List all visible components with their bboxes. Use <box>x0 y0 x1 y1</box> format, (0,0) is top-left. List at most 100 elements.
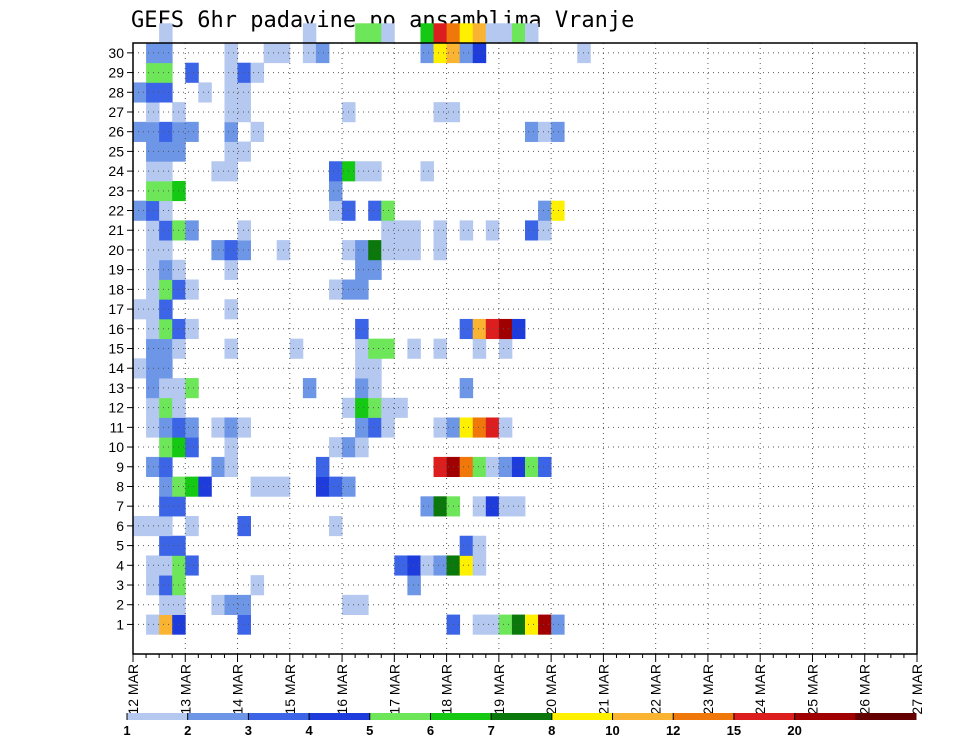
heatmap-cell <box>355 594 369 615</box>
heatmap-cell <box>355 437 369 458</box>
heatmap-cell <box>459 318 474 340</box>
heatmap-cell <box>381 23 395 44</box>
heatmap-cell <box>159 279 173 300</box>
heatmap-cell <box>538 456 552 478</box>
heatmap-cell <box>146 220 160 241</box>
heatmap-cell <box>329 180 343 202</box>
colorbar-segment <box>733 713 796 720</box>
heatmap-cell <box>224 299 238 320</box>
heatmap-cell <box>459 23 474 44</box>
colorbar-label: 20 <box>787 723 801 738</box>
heatmap-cell <box>472 535 487 556</box>
heatmap-cell <box>498 338 513 359</box>
heatmap-cell <box>459 417 474 438</box>
y-tick-label: 7 <box>116 498 124 514</box>
heatmap-cell <box>498 23 513 44</box>
heatmap-cell <box>159 535 173 556</box>
heatmap-cell <box>133 200 147 221</box>
heatmap-cell <box>146 141 160 162</box>
heatmap-cell <box>146 259 160 280</box>
heatmap-cell <box>433 23 447 44</box>
heatmap-cell <box>224 62 238 83</box>
heatmap-cell <box>485 456 500 478</box>
colorbar: 1 2 3 4 5 6 7 8 10 12 15 20 <box>123 713 917 738</box>
heatmap-cell <box>394 220 408 241</box>
heatmap-cell <box>368 23 382 44</box>
heatmap-cell <box>224 594 238 615</box>
x-axis: 12 MAR 13 MAR 14 MAR 15 MAR 16 MAR 17 MAR 18 M… <box>125 654 925 715</box>
colorbar-segment <box>794 713 856 720</box>
heatmap-cell <box>472 614 487 635</box>
heatmap-cell <box>159 437 173 458</box>
heatmap-cell <box>329 437 343 458</box>
colorbar-segment <box>491 713 553 720</box>
heatmap-cell <box>472 43 487 64</box>
heatmap-cell <box>472 318 487 340</box>
heatmap-cell <box>146 180 160 202</box>
colorbar-label: 4 <box>305 723 313 738</box>
heatmap-cell <box>525 220 539 241</box>
heatmap-cell <box>368 338 382 359</box>
heatmap-cell <box>459 378 474 399</box>
heatmap-cell <box>446 23 461 44</box>
x-tick-label: 12 MAR <box>125 664 141 715</box>
heatmap-cell <box>368 200 382 221</box>
heatmap-cell <box>146 338 160 359</box>
heatmap-cell <box>159 575 173 596</box>
heatmap-cell <box>329 161 343 182</box>
heatmap-cell <box>368 240 382 261</box>
x-tick-label: 19 MAR <box>491 664 507 715</box>
heatmap-cell <box>355 161 369 182</box>
heatmap-cell <box>159 161 173 182</box>
colorbar-segment <box>430 713 492 720</box>
heatmap-cell <box>224 240 238 261</box>
heatmap-cell <box>355 378 369 399</box>
y-tick-label: 22 <box>108 203 124 219</box>
heatmap-cell <box>407 555 421 576</box>
heatmap-cell <box>198 476 212 497</box>
colorbar-segment <box>309 713 371 720</box>
heatmap-cell <box>224 456 238 478</box>
heatmap-cell <box>159 594 173 615</box>
heatmap-cell <box>159 82 173 103</box>
heatmap-cell <box>237 594 251 615</box>
heatmap-cell <box>146 456 160 478</box>
colorbar-segment <box>127 713 189 720</box>
heatmap-cell <box>538 200 552 221</box>
heatmap-cell <box>368 417 382 438</box>
heatmap-cell <box>485 417 500 438</box>
heatmap-cell <box>551 614 565 635</box>
y-tick-label: 21 <box>108 222 124 238</box>
heatmap-cell <box>315 43 330 64</box>
heatmap-cell <box>368 259 382 280</box>
y-tick-label: 25 <box>108 143 124 159</box>
heatmap-cell <box>433 555 447 576</box>
heatmap-cell <box>159 180 173 202</box>
y-tick-label: 16 <box>108 321 124 337</box>
heatmap-cell <box>355 338 369 359</box>
heatmap-cell <box>185 555 199 576</box>
heatmap-cell <box>159 23 173 44</box>
heatmap-cell <box>433 43 447 64</box>
heatmap-cell <box>237 516 251 537</box>
heatmap-cell <box>224 141 238 162</box>
heatmap-cell <box>525 121 539 142</box>
heatmap-cell <box>459 555 474 576</box>
y-tick-label: 4 <box>116 557 124 573</box>
colorbar-label: 15 <box>727 723 741 738</box>
heatmap-cell <box>159 121 173 142</box>
heatmap-cell <box>368 397 382 418</box>
y-tick-label: 8 <box>116 478 124 494</box>
heatmap-cell <box>185 220 199 241</box>
heatmap-cell <box>551 200 565 221</box>
heatmap-cell <box>525 23 539 44</box>
heatmap-cell <box>433 220 447 241</box>
x-tick-label: 17 MAR <box>386 664 402 715</box>
heatmap-cell <box>250 476 265 497</box>
heatmap-cell <box>302 43 317 64</box>
heatmap-cell <box>159 220 173 241</box>
x-tick-label: 24 MAR <box>752 664 768 715</box>
x-tick-label: 13 MAR <box>177 664 193 715</box>
heatmap-cell <box>420 555 434 576</box>
